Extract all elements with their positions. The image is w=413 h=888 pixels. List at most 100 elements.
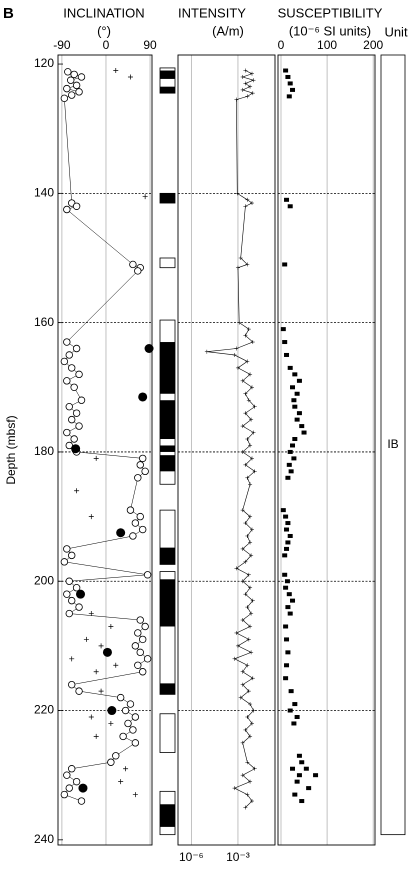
data-point — [75, 603, 83, 611]
data-point — [245, 714, 250, 719]
data-point — [71, 444, 81, 454]
data-point — [235, 191, 240, 196]
data-point — [68, 415, 76, 424]
x-tick-label: 200 — [363, 38, 383, 52]
data-point — [243, 81, 248, 86]
data-point — [126, 700, 135, 708]
data-point — [65, 784, 73, 792]
data-point — [250, 385, 255, 390]
data-point — [287, 708, 293, 713]
data-point — [250, 676, 255, 681]
data-point — [232, 352, 237, 357]
x-tick-label: 10⁻⁶ — [179, 850, 204, 864]
y-tick-label: 200 — [34, 573, 54, 587]
data-point — [296, 411, 302, 416]
polarity-normal — [160, 683, 175, 695]
data-point — [292, 404, 298, 409]
data-point — [245, 760, 250, 765]
data-point — [282, 572, 288, 577]
data-point — [284, 663, 290, 668]
data-point — [126, 506, 135, 514]
data-point — [60, 790, 69, 799]
data-point — [68, 765, 76, 773]
data-point — [240, 579, 245, 584]
data-point — [243, 411, 248, 416]
data-point — [245, 605, 250, 610]
x-tick-label: 10⁻³ — [226, 850, 250, 864]
data-point — [284, 352, 290, 357]
data-point — [235, 265, 240, 270]
data-point — [93, 669, 99, 675]
data-point — [131, 739, 140, 747]
data-point — [240, 87, 245, 92]
data-point — [287, 204, 293, 209]
data-point — [144, 344, 154, 354]
data-point — [129, 260, 137, 269]
data-point — [75, 422, 83, 430]
data-point — [72, 81, 81, 90]
x-tick-label: 0 — [278, 38, 285, 52]
data-point — [72, 344, 81, 353]
data-point — [67, 76, 75, 84]
data-point — [245, 475, 250, 480]
data-point — [243, 592, 248, 597]
data-point — [124, 719, 132, 728]
data-point — [291, 398, 297, 403]
data-point — [243, 391, 248, 396]
data-point — [116, 693, 125, 702]
y-tick-label: 160 — [34, 315, 54, 329]
data-point — [280, 327, 286, 332]
data-point — [250, 91, 255, 96]
data-point — [136, 648, 144, 657]
data-point — [284, 527, 290, 532]
data-point — [299, 799, 305, 804]
data-point — [245, 94, 250, 99]
data-point — [313, 773, 319, 778]
polarity-normal — [160, 400, 175, 440]
data-point — [245, 663, 250, 668]
data-point — [249, 417, 254, 422]
data-point — [252, 766, 257, 771]
y-tick-label: 180 — [34, 444, 54, 458]
data-point — [70, 70, 78, 79]
x-tick-label: 0 — [103, 38, 110, 52]
data-point — [249, 611, 254, 616]
data-point — [290, 598, 296, 603]
data-point — [284, 579, 290, 584]
data-point — [131, 642, 140, 650]
data-point — [68, 364, 76, 372]
data-point — [243, 521, 248, 526]
data-point — [283, 676, 289, 681]
data-point — [240, 618, 245, 623]
data-point — [291, 456, 297, 461]
data-point — [138, 525, 147, 534]
data-point — [136, 461, 144, 469]
data-point — [292, 792, 298, 797]
data-point — [63, 338, 71, 346]
x-tick-label: -90 — [53, 38, 71, 52]
data-point — [141, 622, 149, 631]
data-point — [75, 370, 83, 379]
data-point — [134, 474, 142, 482]
panel-title: INTENSITY — [178, 5, 246, 20]
data-point — [249, 553, 254, 558]
data-point — [65, 609, 73, 618]
data-point — [102, 647, 112, 657]
data-point — [113, 662, 119, 668]
data-point — [250, 340, 255, 345]
data-point — [285, 521, 291, 526]
data-point — [245, 437, 250, 442]
data-point — [248, 585, 253, 590]
data-point — [68, 680, 76, 689]
panel-title: SUSCEPTIBILITY — [278, 5, 383, 20]
data-point — [138, 635, 147, 644]
data-point — [303, 766, 309, 771]
data-point — [121, 706, 130, 715]
data-point — [60, 558, 69, 566]
data-point — [69, 656, 75, 662]
data-point — [240, 773, 245, 778]
data-point — [248, 482, 253, 487]
data-point — [75, 687, 83, 695]
polarity-normal — [160, 193, 175, 204]
data-point — [246, 689, 251, 694]
